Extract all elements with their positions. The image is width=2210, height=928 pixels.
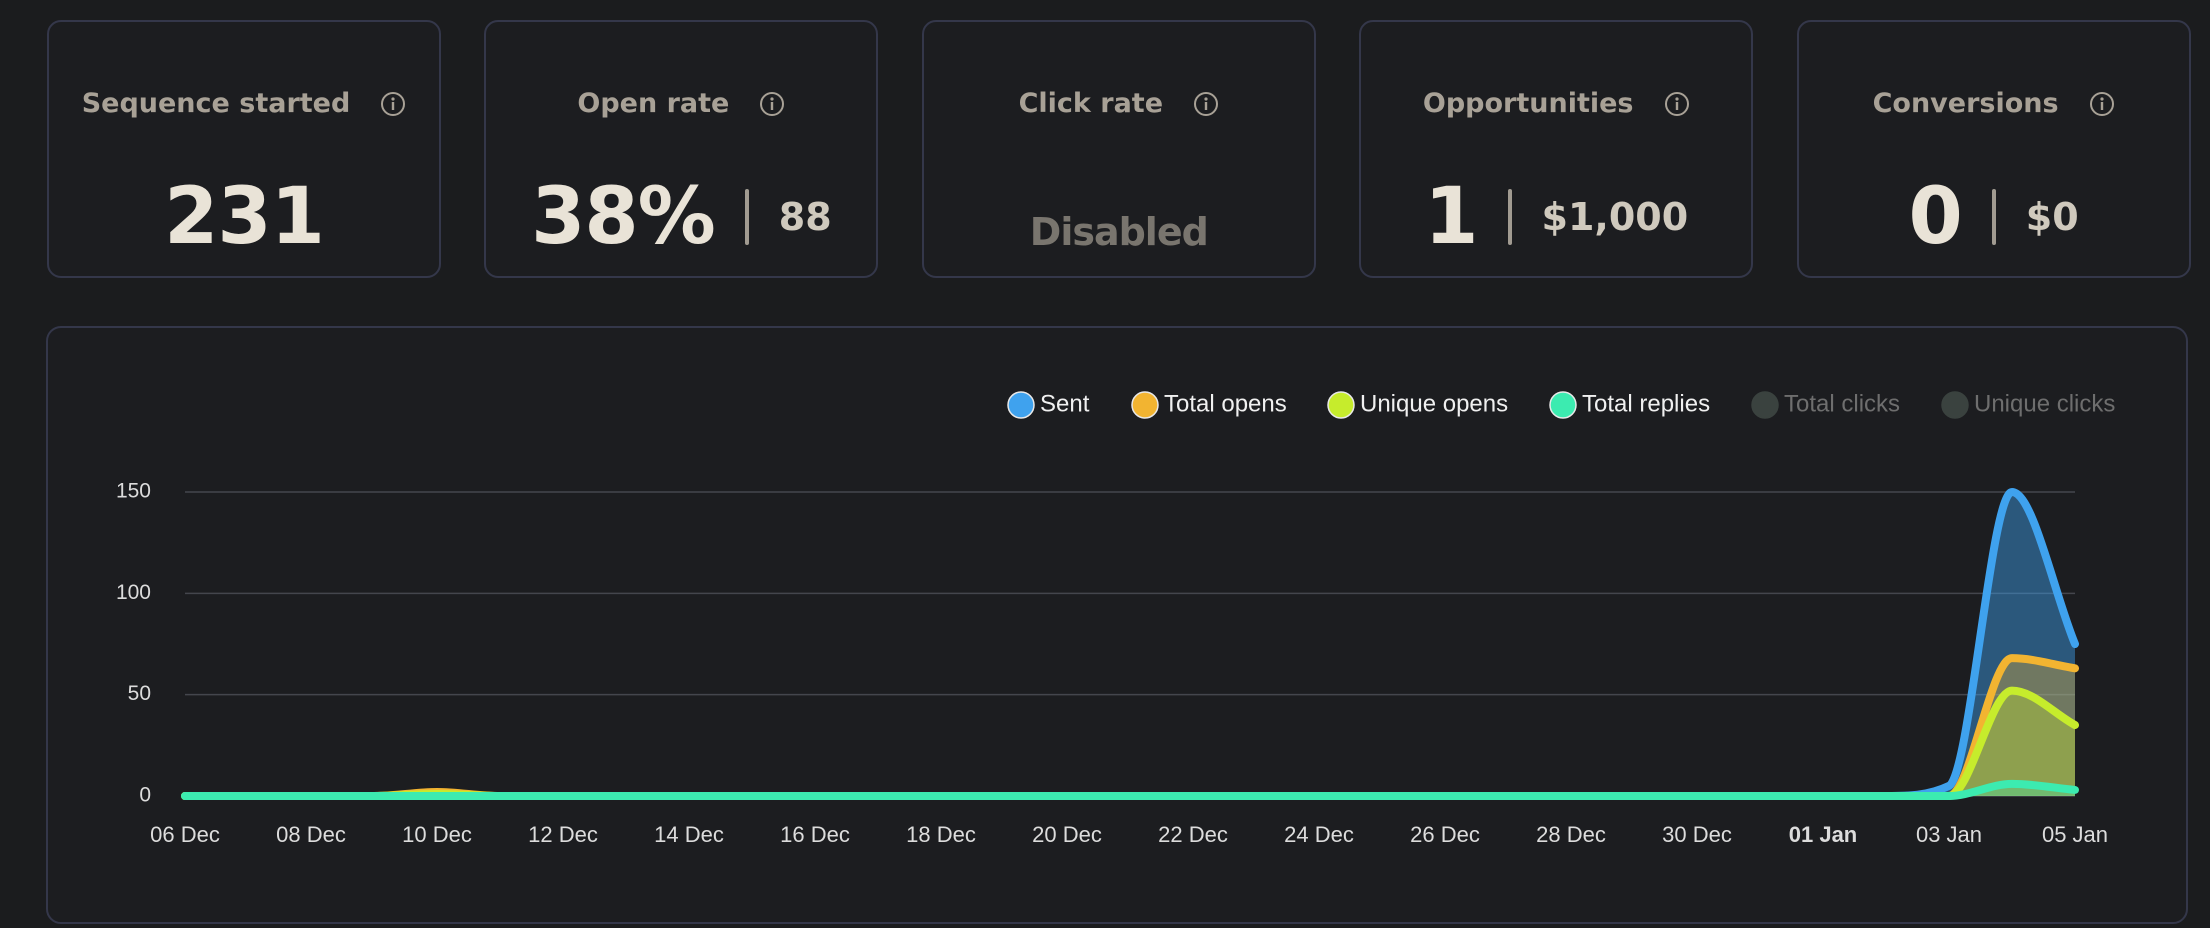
y-tick-label: 0 [139, 784, 151, 807]
card-value: 231 [164, 172, 325, 262]
info-icon[interactable] [759, 91, 785, 117]
x-tick-label: 10 Dec [402, 822, 472, 847]
x-tick-label: 08 Dec [276, 822, 346, 847]
card-secondary: 88 [778, 195, 832, 239]
y-tick-label: 100 [116, 581, 151, 604]
card-secondary: $0 [2025, 195, 2079, 239]
card-value: 38% [531, 172, 716, 262]
card-value: 0 [1908, 172, 1963, 262]
x-tick-label: 16 Dec [780, 822, 850, 847]
card-header: Click rate [924, 88, 1314, 119]
legend-label: Total opens [1164, 390, 1287, 417]
x-tick-label: 30 Dec [1662, 822, 1732, 847]
legend-label: Total clicks [1784, 390, 1900, 417]
card-value-row: 0 $0 [1799, 172, 2189, 262]
stat-card: Conversions 0 $0 [1796, 20, 2191, 278]
card-title: Open rate [577, 88, 730, 119]
divider [1991, 189, 1996, 245]
card-value-row: 1 $1,000 [1361, 172, 1751, 262]
x-tick-label: 06 Dec [150, 822, 220, 847]
x-tick-label: 22 Dec [1158, 822, 1228, 847]
info-icon[interactable] [380, 91, 406, 117]
legend-label: Sent [1040, 390, 1090, 417]
legend-swatch [1751, 391, 1779, 419]
x-tick-label: 26 Dec [1410, 822, 1480, 847]
card-title: Opportunities [1422, 88, 1634, 119]
x-tick-label: 12 Dec [528, 822, 598, 847]
card-header: Sequence started [49, 88, 439, 119]
card-value: Disabled [1029, 210, 1209, 254]
x-tick-label: 01 Jan [1789, 822, 1858, 847]
series-line [181, 779, 2079, 800]
card-value-row: 231 [49, 172, 439, 262]
info-icon[interactable] [2089, 91, 2115, 117]
legend-swatch [1327, 391, 1355, 419]
legend-label: Unique clicks [1974, 390, 2115, 417]
y-tick-label: 150 [116, 480, 151, 503]
info-icon[interactable] [1193, 91, 1219, 117]
legend-swatch [1007, 391, 1035, 419]
card-secondary: $1,000 [1541, 195, 1689, 239]
card-header: Open rate [486, 88, 876, 119]
card-header: Opportunities [1361, 88, 1751, 119]
info-icon[interactable] [1664, 91, 1690, 117]
legend-label: Unique opens [1360, 390, 1508, 417]
x-tick-label: 03 Jan [1916, 822, 1982, 847]
x-tick-label: 05 Jan [2042, 822, 2108, 847]
stat-card: Opportunities 1 $1,000 [1359, 20, 1754, 278]
x-tick-label: 28 Dec [1536, 822, 1606, 847]
x-tick-label: 18 Dec [906, 822, 976, 847]
legend-swatch [1131, 391, 1159, 419]
stat-card: Click rate Disabled [921, 20, 1316, 278]
card-value-row: Disabled [924, 172, 1314, 262]
divider [744, 189, 749, 245]
x-tick-label: 24 Dec [1284, 822, 1354, 847]
card-value-row: 38% 88 [486, 172, 876, 262]
x-tick-label: 14 Dec [654, 822, 724, 847]
card-title: Conversions [1872, 88, 2059, 119]
y-tick-label: 50 [128, 682, 151, 705]
chart-panel [46, 326, 2188, 924]
legend-swatch [1941, 391, 1969, 419]
stat-card: Sequence started 231 [47, 20, 441, 278]
card-value: 1 [1424, 172, 1478, 262]
card-header: Conversions [1799, 88, 2189, 119]
stat-card: Open rate 38% 88 [484, 20, 879, 278]
divider [1507, 189, 1512, 245]
card-title: Sequence started [81, 88, 351, 119]
x-tick-label: 20 Dec [1032, 822, 1102, 847]
card-title: Click rate [1018, 88, 1164, 119]
legend-swatch [1549, 391, 1577, 419]
legend-label: Total replies [1582, 390, 1710, 417]
